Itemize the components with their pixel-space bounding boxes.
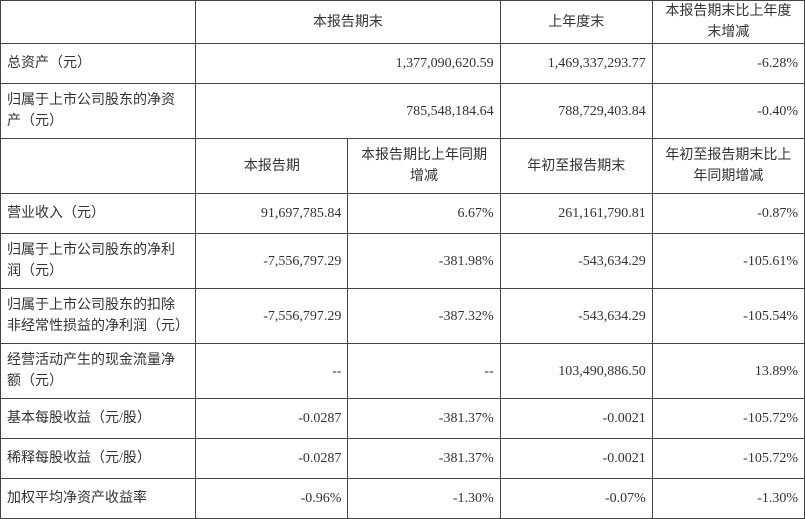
value-roe-change: -1.30%: [348, 479, 500, 519]
value-diluted-eps-period: -0.0287: [196, 439, 348, 479]
value-roe-ytd: -0.07%: [500, 479, 652, 519]
value-net-profit-ytd: -543,634.29: [500, 234, 652, 289]
value-net-profit-ex-ytd: -543,634.29: [500, 289, 652, 344]
header-change-vs-prev-year: 本报告期末比上年度末增减: [652, 1, 804, 44]
label-net-profit: 归属于上市公司股东的净利润（元）: [1, 234, 196, 289]
financial-table: 本报告期末 上年度末 本报告期末比上年度末增减 总资产（元） 1,377,090…: [0, 0, 805, 519]
value-roe-period: -0.96%: [196, 479, 348, 519]
label-revenue: 营业收入（元）: [1, 194, 196, 234]
header-row-2: 本报告期 本报告期比上年同期增减 年初至报告期末 年初至报告期末比上年同期增减: [1, 139, 805, 194]
header-current-period: 本报告期: [196, 139, 348, 194]
value-cashflow-ytd-change: 13.89%: [652, 344, 804, 399]
row-diluted-eps: 稀释每股收益（元/股） -0.0287 -381.37% -0.0021 -10…: [1, 439, 805, 479]
header-blank-1: [1, 1, 196, 44]
value-cashflow-ytd: 103,490,886.50: [500, 344, 652, 399]
row-basic-eps: 基本每股收益（元/股） -0.0287 -381.37% -0.0021 -10…: [1, 399, 805, 439]
value-net-profit-ex-change: -387.32%: [348, 289, 500, 344]
value-net-profit-change: -381.98%: [348, 234, 500, 289]
value-total-assets-current: 1,377,090,620.59: [196, 44, 500, 84]
label-net-assets: 归属于上市公司股东的净资产（元）: [1, 84, 196, 139]
row-roe: 加权平均净资产收益率 -0.96% -1.30% -0.07% -1.30%: [1, 479, 805, 519]
header-blank-2: [1, 139, 196, 194]
value-basic-eps-ytd: -0.0021: [500, 399, 652, 439]
header-ytd: 年初至报告期末: [500, 139, 652, 194]
value-net-profit-ytd-change: -105.61%: [652, 234, 804, 289]
label-roe: 加权平均净资产收益率: [1, 479, 196, 519]
row-total-assets: 总资产（元） 1,377,090,620.59 1,469,337,293.77…: [1, 44, 805, 84]
header-row-1: 本报告期末 上年度末 本报告期末比上年度末增减: [1, 1, 805, 44]
label-net-profit-ex: 归属于上市公司股东的扣除非经常性损益的净利润（元）: [1, 289, 196, 344]
value-revenue-ytd-change: -0.87%: [652, 194, 804, 234]
value-total-assets-prev: 1,469,337,293.77: [500, 44, 652, 84]
label-total-assets: 总资产（元）: [1, 44, 196, 84]
label-basic-eps: 基本每股收益（元/股）: [1, 399, 196, 439]
value-basic-eps-period: -0.0287: [196, 399, 348, 439]
value-cashflow-period: --: [196, 344, 348, 399]
value-revenue-period: 91,697,785.84: [196, 194, 348, 234]
value-net-assets-current: 785,548,184.64: [196, 84, 500, 139]
value-net-profit-period: -7,556,797.29: [196, 234, 348, 289]
header-prev-year-end: 上年度末: [500, 1, 652, 44]
value-net-assets-prev: 788,729,403.84: [500, 84, 652, 139]
value-revenue-change: 6.67%: [348, 194, 500, 234]
row-net-profit: 归属于上市公司股东的净利润（元） -7,556,797.29 -381.98% …: [1, 234, 805, 289]
header-ytd-change: 年初至报告期末比上年同期增减: [652, 139, 804, 194]
value-diluted-eps-change: -381.37%: [348, 439, 500, 479]
row-net-profit-ex: 归属于上市公司股东的扣除非经常性损益的净利润（元） -7,556,797.29 …: [1, 289, 805, 344]
value-revenue-ytd: 261,161,790.81: [500, 194, 652, 234]
value-roe-ytd-change: -1.30%: [652, 479, 804, 519]
value-total-assets-change: -6.28%: [652, 44, 804, 84]
label-cashflow: 经营活动产生的现金流量净额（元）: [1, 344, 196, 399]
row-net-assets: 归属于上市公司股东的净资产（元） 785,548,184.64 788,729,…: [1, 84, 805, 139]
row-revenue: 营业收入（元） 91,697,785.84 6.67% 261,161,790.…: [1, 194, 805, 234]
label-diluted-eps: 稀释每股收益（元/股）: [1, 439, 196, 479]
financial-table-container: 本报告期末 上年度末 本报告期末比上年度末增减 总资产（元） 1,377,090…: [0, 0, 805, 519]
header-current-period-end: 本报告期末: [196, 1, 500, 44]
value-net-profit-ex-period: -7,556,797.29: [196, 289, 348, 344]
value-basic-eps-ytd-change: -105.72%: [652, 399, 804, 439]
value-basic-eps-change: -381.37%: [348, 399, 500, 439]
value-net-profit-ex-ytd-change: -105.54%: [652, 289, 804, 344]
value-cashflow-change: --: [348, 344, 500, 399]
value-diluted-eps-ytd-change: -105.72%: [652, 439, 804, 479]
value-net-assets-change: -0.40%: [652, 84, 804, 139]
value-diluted-eps-ytd: -0.0021: [500, 439, 652, 479]
header-period-change: 本报告期比上年同期增减: [348, 139, 500, 194]
row-cashflow: 经营活动产生的现金流量净额（元） -- -- 103,490,886.50 13…: [1, 344, 805, 399]
